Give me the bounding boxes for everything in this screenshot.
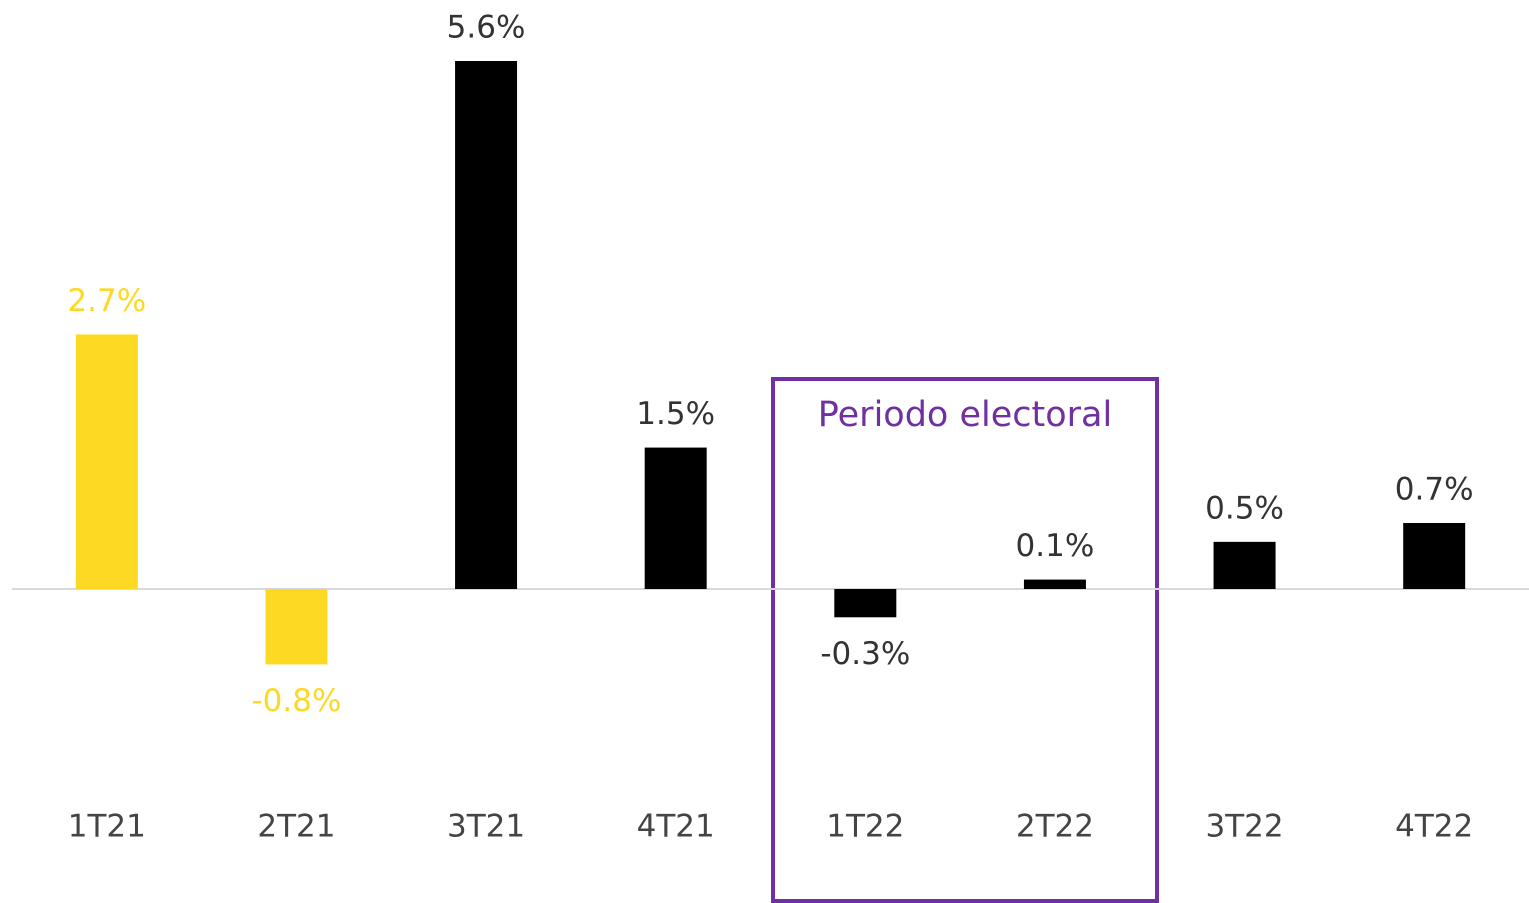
bar bbox=[834, 589, 897, 618]
x-tick-label: 3T21 bbox=[447, 809, 525, 845]
x-tick-label: 1T21 bbox=[68, 809, 146, 845]
x-tick-label: 2T22 bbox=[1016, 809, 1094, 845]
value-label: 5.6% bbox=[447, 10, 526, 46]
x-tick-label: 4T22 bbox=[1395, 809, 1473, 845]
x-tick-label: 1T22 bbox=[826, 809, 904, 845]
value-label: -0.3% bbox=[820, 636, 910, 672]
value-label: 2.7% bbox=[67, 283, 146, 319]
value-label: 0.5% bbox=[1205, 490, 1284, 526]
x-tick-label: 3T22 bbox=[1206, 809, 1284, 845]
x-tick-label: 4T21 bbox=[637, 809, 715, 845]
value-label: 0.7% bbox=[1395, 472, 1474, 508]
annotation: Periodo electoral bbox=[818, 395, 1112, 435]
x-tick-label: 2T21 bbox=[257, 809, 335, 845]
bar bbox=[1403, 523, 1466, 589]
bar bbox=[644, 447, 707, 589]
value-label: 1.5% bbox=[636, 396, 715, 432]
bar bbox=[75, 334, 138, 589]
bar bbox=[1213, 541, 1276, 589]
bar bbox=[1023, 579, 1086, 589]
value-label: 0.1% bbox=[1016, 528, 1095, 564]
value-label: -0.8% bbox=[251, 683, 341, 719]
bar bbox=[265, 589, 328, 665]
highlight-box bbox=[771, 377, 1159, 903]
bar bbox=[455, 61, 518, 589]
